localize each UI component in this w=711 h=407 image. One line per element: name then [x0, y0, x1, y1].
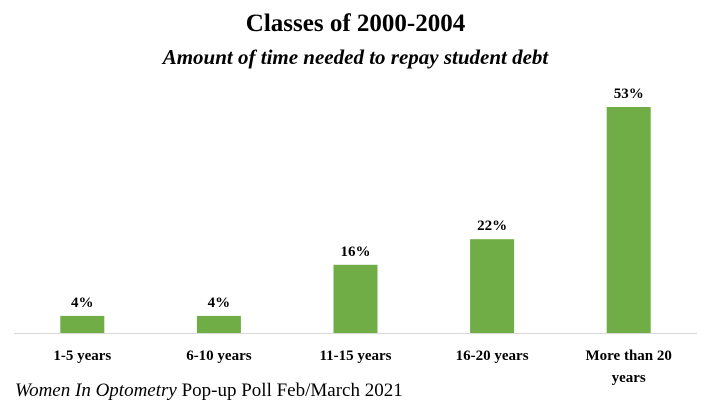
- x-tick-label-2: 6-10 years: [186, 348, 252, 364]
- x-tick-label-4: 16-20 years: [456, 348, 529, 364]
- bar-5: [606, 107, 651, 333]
- chart-title: Classes of 2000-2004: [245, 10, 466, 37]
- chart-subtitle: Amount of time needed to repay student d…: [162, 45, 549, 69]
- footer-poll-text: Pop-up Poll Feb/March 2021: [176, 380, 403, 401]
- data-label-5: 53%: [614, 86, 644, 102]
- labels-layer: 4% 4% 16% 22% 53%: [71, 86, 644, 311]
- bar-3: [333, 264, 378, 333]
- bar-2: [196, 315, 241, 333]
- x-tick-label-3: 11-15 years: [319, 348, 391, 364]
- x-tick-label-1: 1-5 years: [53, 348, 111, 364]
- data-label-3: 16%: [341, 244, 371, 260]
- data-label-1: 4%: [71, 295, 94, 311]
- bar-4: [470, 239, 515, 333]
- data-label-2: 4%: [208, 295, 231, 311]
- bars-layer: [60, 107, 651, 333]
- footer-publication: Women In Optometry: [15, 380, 177, 401]
- x-tick-label-5: More than 20 years: [586, 348, 672, 386]
- bar-1: [60, 315, 105, 333]
- footer-note: Women In Optometry Pop-up Poll Feb/March…: [15, 380, 403, 402]
- x-tick-labels: 1-5 years 6-10 years 11-15 years 16-20 year…: [53, 348, 672, 386]
- data-label-4: 22%: [477, 218, 507, 234]
